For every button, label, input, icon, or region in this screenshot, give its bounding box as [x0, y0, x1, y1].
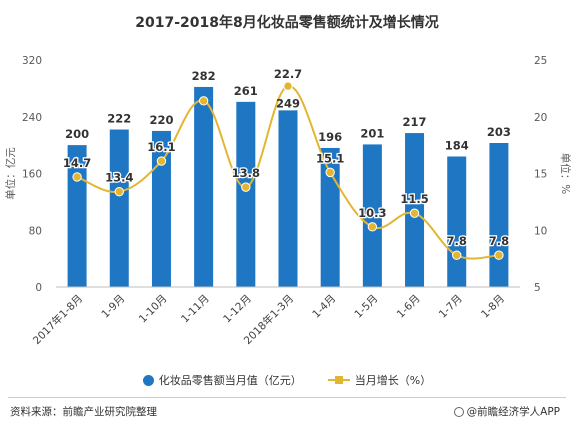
x-tick-label-2: 1-9月	[99, 293, 127, 321]
growth-point-2	[114, 186, 124, 197]
brand-logo-icon	[453, 407, 464, 417]
bar-8	[362, 144, 382, 287]
data-labels-layer: 200 222 220 282 261 249 196 201 217 184 203 14.7 13.…	[62, 66, 511, 250]
footer-brand: @前瞻经济学人APP	[453, 404, 560, 419]
growth-point-5	[241, 182, 251, 192]
chart-title: 2017-2018年8月化妆品零售额统计及增长情况	[135, 15, 439, 31]
y2-axis-title: 单位：%	[559, 153, 572, 194]
x-tick-label-1: 2017年1-8月	[30, 292, 85, 347]
bar-value-label-6: 249	[276, 96, 300, 110]
x-tick-label-7: 1-4月	[310, 293, 338, 321]
bar-2	[109, 129, 129, 287]
footer-divider	[8, 397, 566, 398]
bar-value-label-1: 200	[65, 127, 89, 141]
x-tick-label-4: 1-11月	[179, 293, 212, 326]
bar-value-label-3: 220	[149, 113, 173, 127]
x-tick-label-11: 1-8月	[479, 293, 507, 321]
growth-point-7	[325, 167, 335, 178]
growth-point-10	[452, 250, 462, 260]
bar-11	[489, 142, 509, 287]
growth-value-label-8: 10.3	[358, 206, 386, 220]
y-tick-label: 320	[22, 55, 42, 67]
bar-6	[278, 110, 298, 287]
x-tick-label-10: 1-7月	[437, 293, 465, 321]
bar-value-label-7: 196	[318, 130, 342, 144]
growth-point-3	[156, 156, 167, 166]
y-tick-label: 80	[29, 225, 42, 237]
bar-5	[236, 101, 256, 288]
footer-brand-text: @前瞻经济学人APP	[466, 406, 560, 418]
bar-1	[67, 145, 87, 287]
legend-bar-label: 化妆品零售额当月值（亿元）	[158, 374, 302, 387]
bar-value-label-11: 203	[487, 125, 511, 139]
bar-value-label-8: 201	[360, 126, 384, 140]
bar-3	[151, 130, 171, 287]
x-tick-label-5: 1-12月	[221, 293, 254, 326]
bar-value-label-10: 184	[445, 138, 469, 152]
growth-value-label-6: 22.7	[274, 67, 302, 81]
bar-7	[320, 147, 340, 287]
growth-point-1	[72, 172, 82, 182]
y2-tick-label: 10	[534, 225, 547, 237]
bar-4	[194, 86, 214, 287]
bar-value-label-9: 217	[403, 115, 427, 129]
y2-tick-label: 5	[534, 282, 541, 294]
bar-value-label-4: 282	[192, 69, 216, 83]
growth-value-label-1: 14.7	[63, 156, 91, 170]
y2-tick-label: 25	[534, 55, 547, 67]
y2-tick-label: 20	[534, 112, 547, 124]
growth-value-label-7: 15.1	[316, 151, 344, 165]
legend-item-bars[interactable]: 化妆品零售额当月值（亿元）	[142, 372, 302, 388]
bar-10	[447, 156, 467, 287]
x-tick-label-9: 1-6月	[395, 293, 423, 321]
growth-value-label-2: 13.4	[105, 171, 133, 185]
growth-point-11	[494, 250, 504, 260]
bar-value-label-2: 222	[107, 112, 131, 126]
growth-value-label-5: 13.8	[232, 166, 260, 180]
growth-value-label-9: 11.5	[400, 192, 428, 206]
growth-value-label-11: 7.8	[489, 234, 509, 248]
x-tick-label-8: 1-5月	[352, 293, 380, 321]
bars-layer	[67, 86, 509, 288]
y2-tick-label: 15	[534, 169, 547, 181]
legend-bar-marker	[142, 374, 154, 386]
y-tick-label: 160	[22, 169, 42, 181]
growth-point-6	[283, 81, 293, 91]
growth-line-layer	[72, 81, 504, 260]
y-axis-title: 单位：亿元	[4, 147, 17, 200]
growth-point-4	[198, 96, 209, 106]
legend-item-line[interactable]: 当月增长（%）	[327, 372, 432, 388]
legend-line-label: 当月增长（%）	[354, 374, 432, 387]
y-tick-label: 240	[22, 112, 42, 124]
x-tick-label-3: 1-10月	[137, 293, 170, 326]
growth-value-label-10: 7.8	[447, 234, 467, 248]
legend: 化妆品零售额当月值（亿元） 当月增长（%）	[0, 372, 574, 388]
footer-source: 资料来源：前瞻产业研究院整理	[10, 406, 157, 418]
growth-value-label-3: 16.1	[147, 140, 175, 154]
bar-value-label-5: 261	[234, 84, 258, 98]
growth-point-9	[409, 208, 420, 218]
y-tick-label: 0	[35, 282, 42, 294]
growth-point-8	[367, 222, 378, 232]
legend-line-marker	[327, 375, 350, 385]
